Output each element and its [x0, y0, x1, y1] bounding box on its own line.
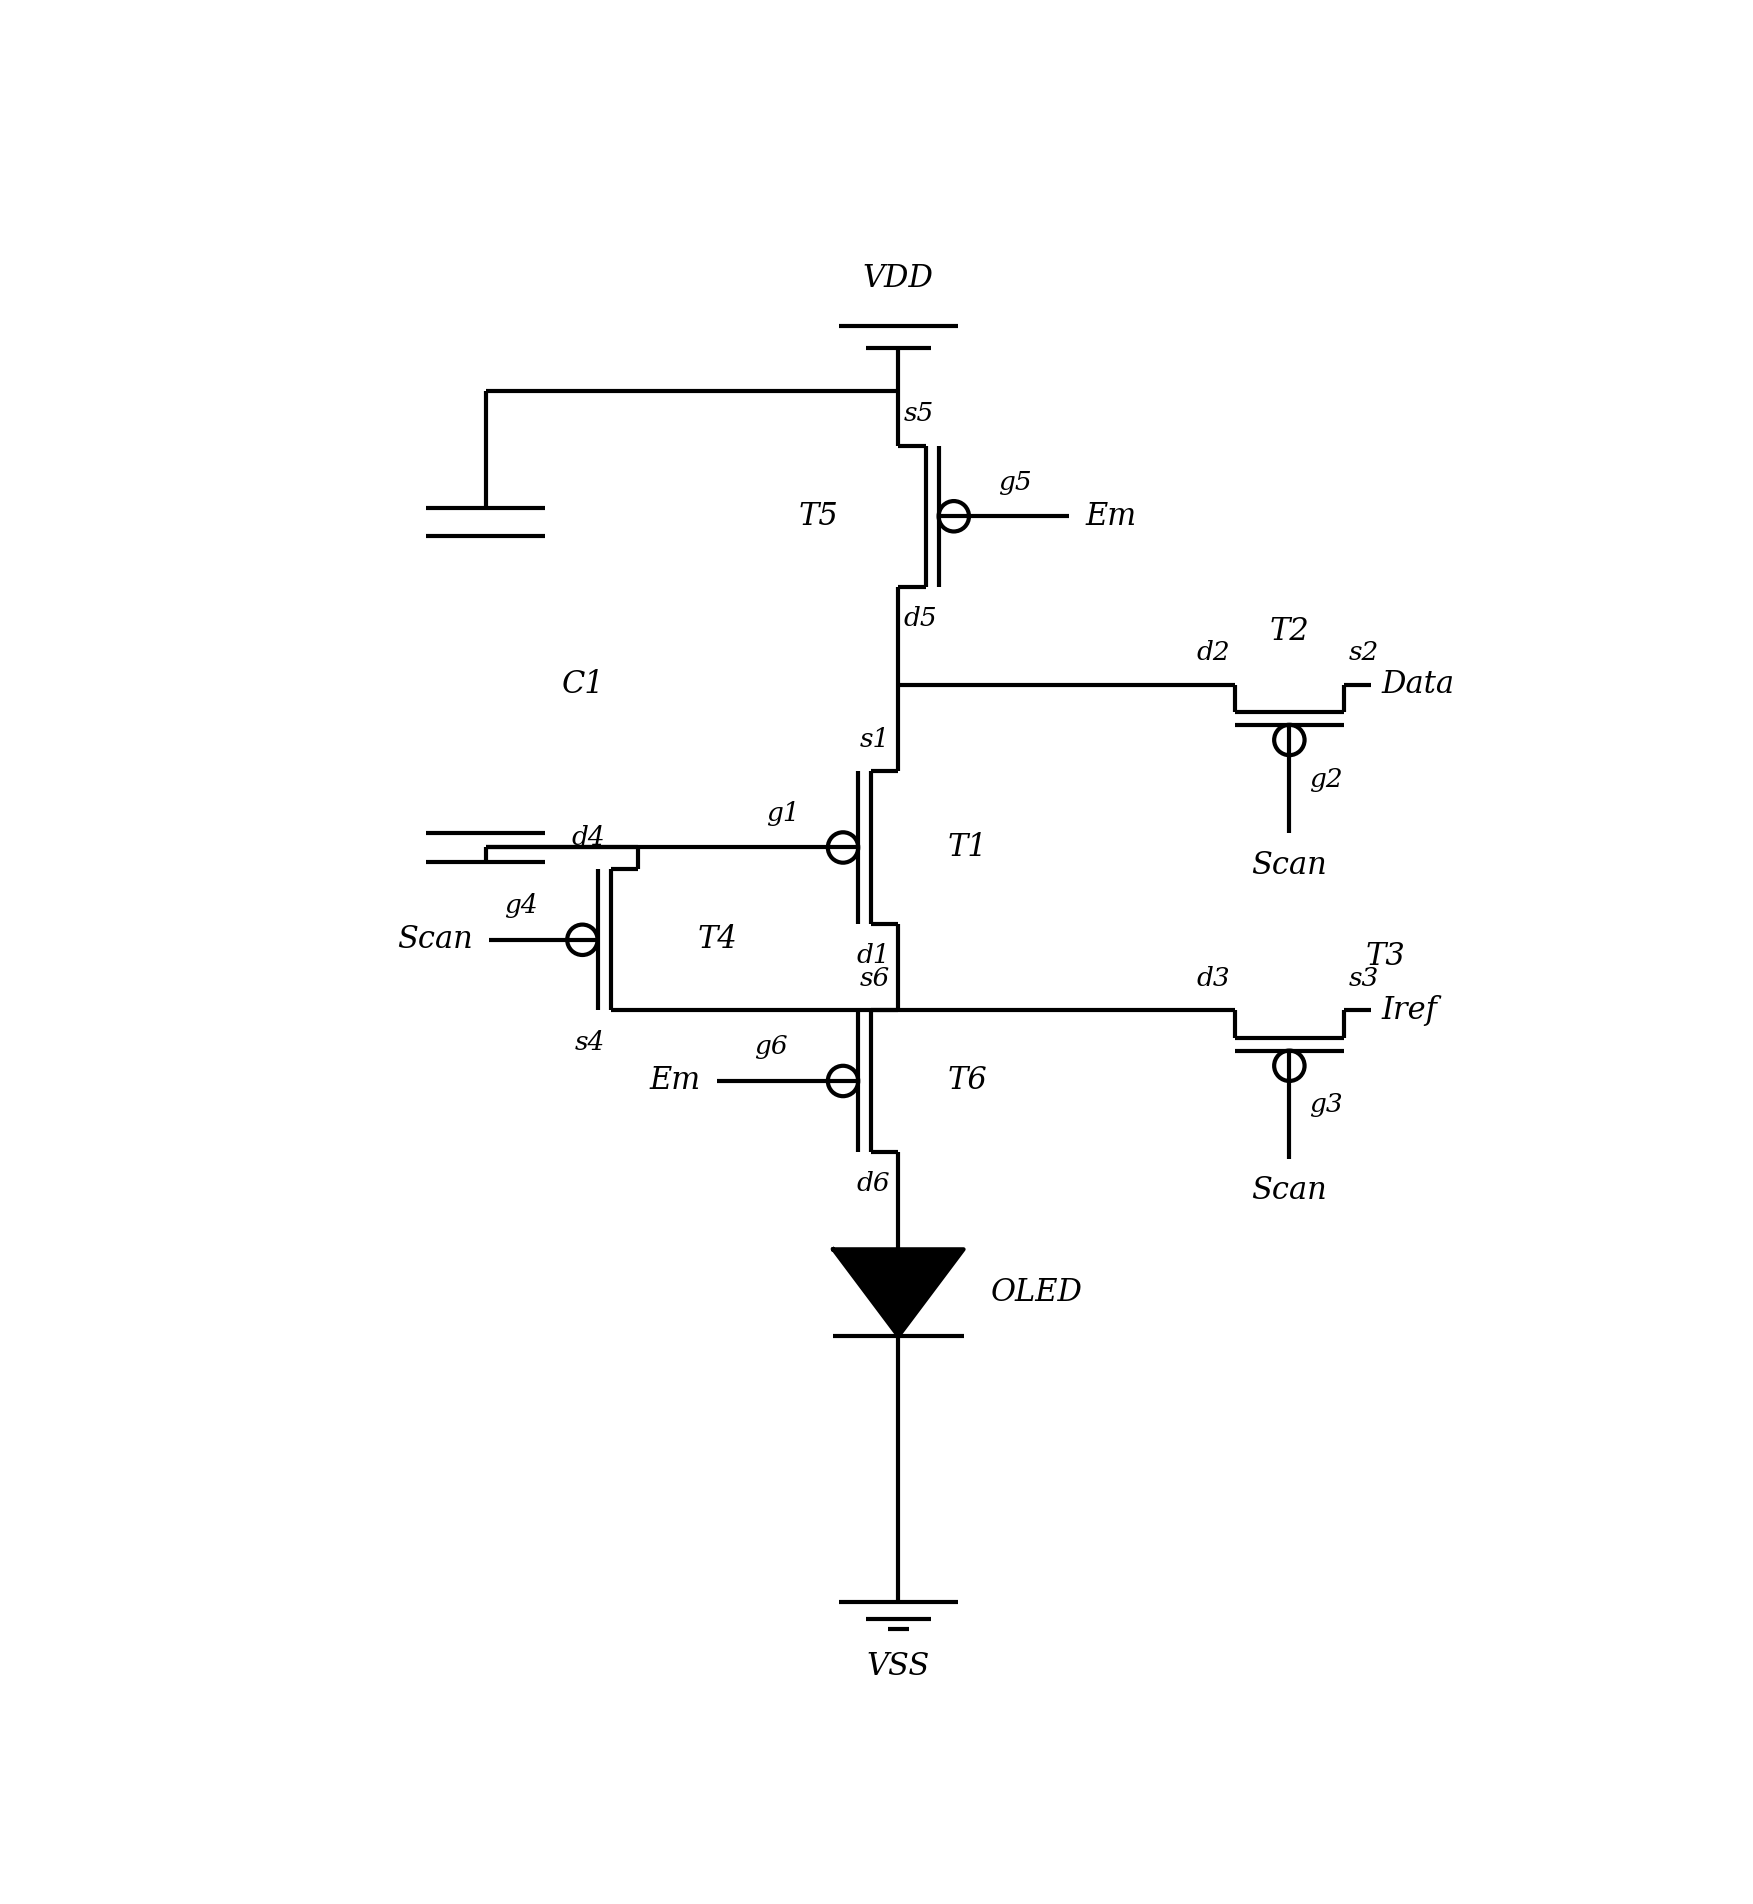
Text: Data: Data	[1381, 668, 1455, 701]
Text: g4: g4	[505, 893, 538, 918]
Text: Scan: Scan	[1252, 1175, 1327, 1207]
Text: Scan: Scan	[396, 923, 473, 956]
Text: g3: g3	[1309, 1093, 1343, 1118]
Text: d4: d4	[571, 824, 605, 849]
Text: Em: Em	[650, 1066, 701, 1097]
Text: Iref: Iref	[1381, 996, 1437, 1026]
Text: s6: s6	[859, 965, 891, 990]
Text: T1: T1	[947, 832, 987, 863]
Text: C1: C1	[561, 668, 605, 701]
Text: T2: T2	[1269, 615, 1309, 647]
Text: g6: g6	[754, 1034, 787, 1059]
Polygon shape	[833, 1249, 964, 1337]
Text: T3: T3	[1366, 941, 1406, 973]
Text: T6: T6	[947, 1066, 987, 1097]
Text: s4: s4	[575, 1030, 605, 1055]
Text: Scan: Scan	[1252, 849, 1327, 882]
Text: d3: d3	[1196, 965, 1229, 990]
Text: s5: s5	[905, 402, 934, 426]
Text: d1: d1	[855, 942, 891, 967]
Text: T4: T4	[698, 923, 738, 956]
Text: d2: d2	[1196, 640, 1229, 664]
Text: g1: g1	[766, 802, 799, 826]
Text: g5: g5	[997, 470, 1033, 495]
Text: VSS: VSS	[866, 1651, 931, 1681]
Text: d6: d6	[855, 1171, 891, 1196]
Text: s1: s1	[859, 727, 891, 752]
Text: s3: s3	[1350, 965, 1380, 990]
Text: Em: Em	[1085, 501, 1136, 531]
Text: OLED: OLED	[990, 1278, 1083, 1308]
Text: T5: T5	[799, 501, 838, 531]
Text: g2: g2	[1309, 767, 1343, 792]
Text: VDD: VDD	[862, 263, 934, 293]
Text: d5: d5	[905, 605, 938, 632]
Text: s2: s2	[1350, 640, 1380, 664]
